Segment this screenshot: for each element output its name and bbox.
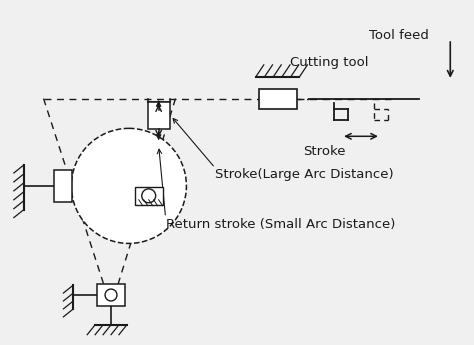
Circle shape	[142, 189, 155, 203]
Polygon shape	[55, 170, 73, 202]
Text: Return stroke (Small Arc Distance): Return stroke (Small Arc Distance)	[165, 218, 395, 231]
Text: Stroke(Large Arc Distance): Stroke(Large Arc Distance)	[215, 168, 394, 181]
Polygon shape	[135, 187, 163, 205]
Polygon shape	[259, 89, 297, 109]
Text: Stroke: Stroke	[303, 145, 346, 158]
Text: Cutting tool: Cutting tool	[290, 56, 368, 69]
Polygon shape	[148, 101, 170, 129]
Polygon shape	[97, 284, 125, 306]
Text: Tool feed: Tool feed	[369, 29, 428, 42]
Circle shape	[105, 289, 117, 301]
Circle shape	[72, 128, 186, 244]
